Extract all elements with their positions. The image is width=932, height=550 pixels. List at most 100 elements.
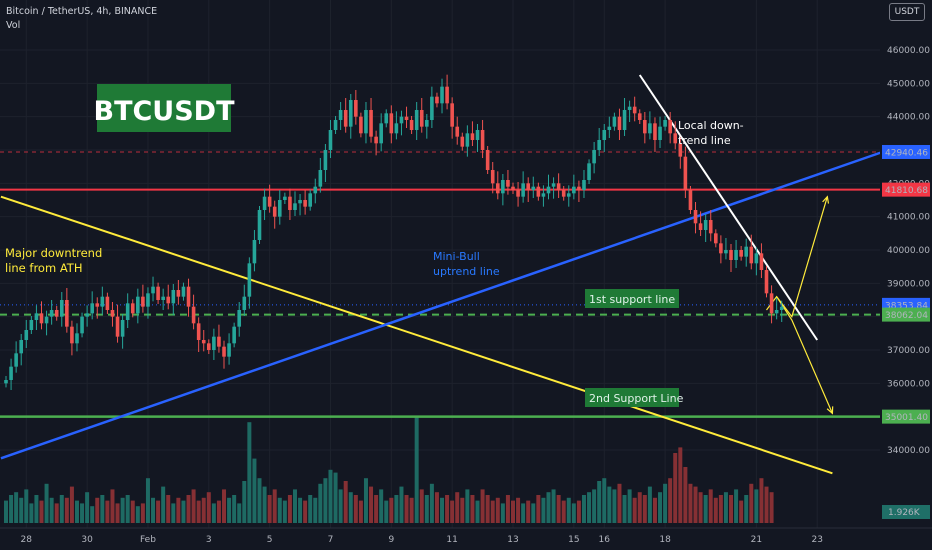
volume-indicator-label[interactable]: Vol <box>6 20 21 31</box>
candle <box>643 112 647 144</box>
candle <box>34 305 39 330</box>
candle <box>136 288 140 324</box>
volume-bar <box>9 495 14 523</box>
candle <box>359 112 363 138</box>
candle <box>546 174 551 200</box>
candle <box>288 188 292 220</box>
time-tick-label: 16 <box>599 535 611 545</box>
volume-bar <box>536 495 541 523</box>
candle <box>389 105 394 144</box>
volume-bar <box>647 486 652 523</box>
volume-bar <box>581 495 586 523</box>
volume-bar <box>227 497 232 523</box>
candle <box>511 182 515 194</box>
candle <box>100 286 105 315</box>
candle-body <box>653 123 657 140</box>
candle <box>303 190 307 215</box>
candle-body <box>587 163 591 180</box>
candle <box>653 117 657 152</box>
candle-body <box>531 186 536 190</box>
candle <box>450 97 454 139</box>
time-tick-label: 13 <box>507 535 518 545</box>
price-axis[interactable]: 34000.0035000.0036000.0037000.0038000.00… <box>880 0 932 528</box>
candle-body <box>394 123 399 134</box>
volume-bar <box>414 416 419 523</box>
major-downtrend-line[interactable] <box>0 195 833 475</box>
candle-body <box>288 196 292 210</box>
volume-bar <box>298 497 303 523</box>
candle <box>313 178 318 204</box>
volume-bar <box>495 497 500 523</box>
candle-body <box>313 186 318 194</box>
candle <box>318 158 323 193</box>
candle-body <box>551 183 556 187</box>
candle <box>39 301 44 330</box>
volume-bar <box>424 495 429 523</box>
volume-bar <box>125 495 130 523</box>
candle-body <box>328 130 333 150</box>
candle-body <box>764 270 769 294</box>
volume-bar <box>587 492 592 523</box>
candle <box>146 287 150 319</box>
volume-bar <box>343 481 348 523</box>
volume-bar <box>556 495 561 523</box>
candle <box>293 191 297 216</box>
volume-bar <box>34 495 39 523</box>
volume-bar <box>455 492 460 523</box>
candle-body <box>75 333 79 344</box>
symbol-title[interactable]: Bitcoin / TetherUS, 4h, BINANCE <box>6 6 158 17</box>
candle-body <box>171 290 176 304</box>
local-downtrend-line[interactable] <box>638 74 819 341</box>
volume-bar <box>277 497 282 523</box>
candle-body <box>176 290 181 297</box>
candle-body <box>9 366 13 380</box>
candle-body <box>724 250 728 254</box>
candle-body <box>460 136 465 147</box>
candle <box>536 182 541 201</box>
volume-bar <box>531 503 536 523</box>
level-layer <box>0 151 880 418</box>
volume-bar <box>521 503 526 523</box>
candle-body <box>440 86 444 104</box>
candle-body <box>191 306 196 324</box>
projection-arrowhead <box>822 195 830 204</box>
volume-bar <box>69 486 74 523</box>
candle <box>455 116 460 145</box>
candle-body <box>450 103 454 127</box>
candle <box>627 100 632 122</box>
candle-body <box>298 200 302 204</box>
candle <box>506 170 510 195</box>
volume-bar <box>683 467 688 523</box>
upper-dashed-price-tag: 42940.46 <box>885 148 928 158</box>
candle-body <box>435 96 439 104</box>
candle-body <box>506 180 510 187</box>
volume-bar <box>292 489 297 523</box>
trendline-layer[interactable] <box>0 74 889 475</box>
time-tick-label: 30 <box>81 535 93 545</box>
local-downtrend-label: trend line <box>678 134 731 147</box>
volume-bar <box>156 500 161 523</box>
candle-body <box>181 286 186 297</box>
candle-body <box>617 116 622 130</box>
candle <box>729 244 733 272</box>
volume-bar <box>749 483 754 523</box>
candle-body <box>272 206 277 217</box>
candle <box>262 188 267 220</box>
candle <box>744 238 749 267</box>
volume-bar <box>257 478 262 523</box>
candle-body <box>511 186 515 190</box>
mini-bull-uptrend-line[interactable] <box>0 148 889 460</box>
support-1-label: 1st support line <box>589 293 675 306</box>
candle <box>445 74 449 110</box>
volume-bar <box>642 495 647 523</box>
volume-bar <box>658 492 663 523</box>
candle-body <box>379 123 383 144</box>
candle-body <box>536 186 541 197</box>
currency-unit-badge[interactable]: USDT <box>889 3 925 21</box>
time-axis[interactable]: 28 30 Feb 3 5 7 9 11 13 15 16 18 21 23 <box>0 527 932 545</box>
projection-arrow[interactable] <box>766 196 828 318</box>
time-tick-label: Feb <box>140 535 156 545</box>
volume-bar <box>262 486 267 523</box>
